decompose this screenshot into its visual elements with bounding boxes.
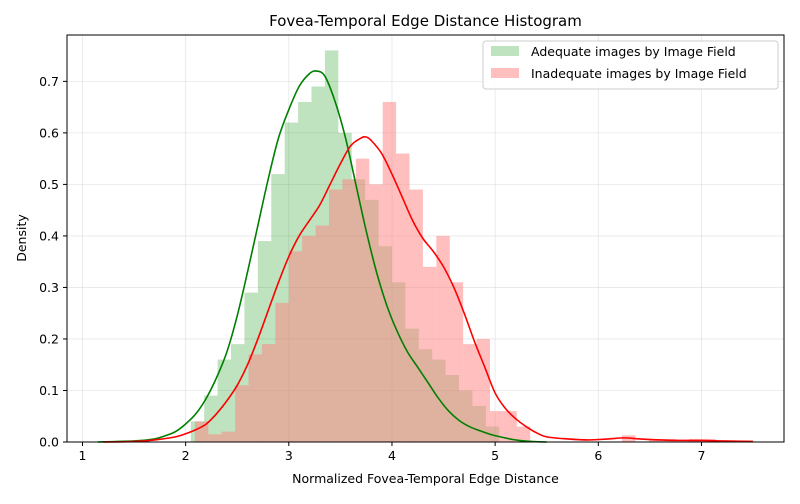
- hist-bar-inadequate: [248, 354, 262, 442]
- y-tick-label: 0.0: [39, 435, 59, 450]
- hist-bar-inadequate: [369, 184, 383, 442]
- legend-label-inadequate: Inadequate images by Image Field: [531, 66, 747, 81]
- hist-bar-inadequate: [275, 302, 289, 442]
- axis-ticks: 1 2 3 4 5 6 7 0.0 0.1 0.2 0.3 0.4 0.5 0.6 0.7: [39, 74, 705, 463]
- x-tick-label: 1: [78, 448, 86, 463]
- legend: Adequate images by Image Field Inadequat…: [482, 40, 779, 90]
- y-tick-label: 0.5: [39, 177, 59, 192]
- hist-bar-inadequate: [302, 235, 316, 442]
- hist-bar-inadequate: [436, 235, 450, 442]
- hist-bar-inadequate: [221, 431, 236, 442]
- hist-bar-inadequate: [208, 434, 222, 442]
- hist-bar-inadequate: [382, 101, 397, 443]
- y-tick-label: 0.4: [39, 228, 59, 243]
- hist-bar-inadequate: [194, 421, 209, 442]
- y-tick-label: 0.1: [39, 383, 59, 398]
- y-tick-label: 0.6: [39, 125, 59, 140]
- hist-bar-inadequate: [235, 385, 249, 442]
- hist-bar-inadequate: [449, 282, 464, 442]
- chart-title: Fovea-Temporal Edge Distance Histogram: [269, 12, 582, 30]
- y-tick-label: 0.3: [39, 280, 59, 295]
- legend-swatch-adequate: [491, 46, 519, 56]
- y-tick-label: 0.7: [39, 74, 59, 89]
- x-tick-label: 4: [388, 448, 396, 463]
- x-tick-label: 2: [182, 448, 190, 463]
- hist-bar-inadequate: [503, 411, 517, 442]
- x-tick-label: 5: [491, 448, 499, 463]
- axes-frame: [66, 34, 785, 443]
- hist-bar-inadequate: [355, 158, 370, 442]
- x-tick-label: 7: [697, 448, 705, 463]
- kde-curves: [97, 70, 754, 443]
- hist-bar-inadequate: [329, 189, 343, 442]
- y-axis-label: Density: [14, 214, 29, 262]
- legend-box: [482, 40, 779, 90]
- legend-swatch-inadequate: [491, 68, 519, 78]
- x-tick-label: 6: [594, 448, 602, 463]
- y-tick-label: 0.2: [39, 331, 59, 346]
- hist-bar-inadequate: [476, 338, 490, 442]
- hist-bar-adequate: [217, 359, 232, 442]
- hist-bar-inadequate: [516, 426, 531, 442]
- hist-bar-inadequate: [489, 411, 504, 442]
- hist-bar-inadequate: [261, 344, 276, 442]
- hist-bar-inadequate: [396, 153, 410, 443]
- hist-bar-inadequate: [342, 179, 356, 442]
- hist-bar-inadequate: [288, 251, 303, 442]
- x-tick-label: 3: [285, 448, 293, 463]
- hist-bar-inadequate: [422, 266, 437, 442]
- kde-curve-adequate: [97, 70, 547, 443]
- x-axis-label: Normalized Fovea-Temporal Edge Distance: [292, 471, 559, 486]
- legend-label-adequate: Adequate images by Image Field: [531, 44, 736, 59]
- hist-bar-inadequate: [315, 225, 330, 442]
- hist-bar-inadequate: [409, 189, 423, 442]
- kde-curve-inadequate: [103, 135, 754, 443]
- hist-bar-inadequate: [463, 344, 477, 442]
